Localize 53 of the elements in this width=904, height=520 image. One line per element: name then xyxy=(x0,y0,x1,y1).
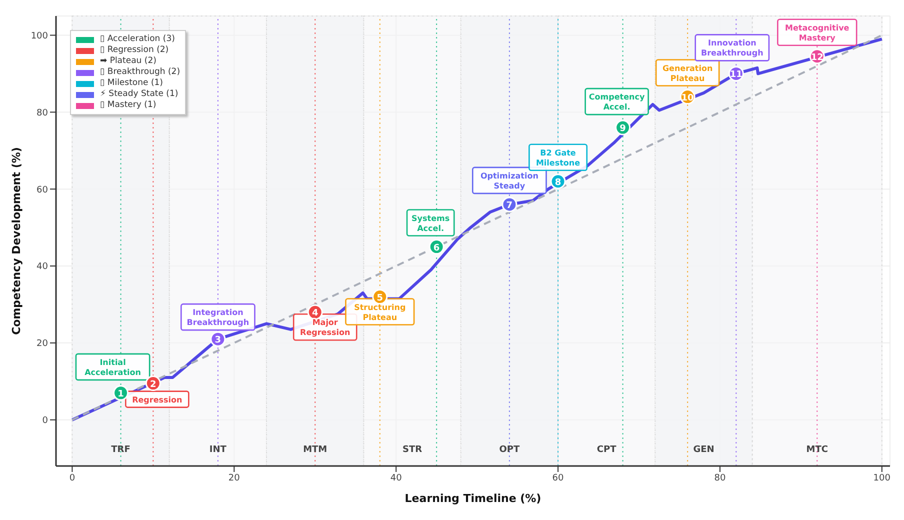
annotation: 1 xyxy=(118,389,124,400)
annotation: 9 xyxy=(620,124,626,134)
x-axis-title: Learning Timeline (%) xyxy=(404,492,542,505)
annotation: 3 xyxy=(214,336,222,346)
x-tick-label: 100 xyxy=(873,473,891,484)
y-tick-label: 60 xyxy=(36,185,48,196)
annotation: 8 xyxy=(554,178,562,188)
legend-label: ⚡ Steady State (1) xyxy=(100,89,178,100)
band-label: MTC xyxy=(806,445,828,455)
band-label: INT xyxy=(209,445,228,455)
band-label: CPT xyxy=(596,445,618,455)
y-tick-label: 40 xyxy=(36,262,48,272)
annotation: Innovation Breakthrough xyxy=(701,38,764,58)
y-tick-label: 100 xyxy=(30,31,48,42)
legend-label: ▯ Mastery (1) xyxy=(100,100,156,111)
annotation: 2 xyxy=(150,380,156,390)
x-tick-label: 20 xyxy=(228,473,240,484)
annotation: 4 xyxy=(312,308,318,319)
annotation: Integration Breakthrough xyxy=(186,308,250,328)
annotation: 5 xyxy=(376,293,384,304)
legend-label: ▯ Acceleration (3) xyxy=(100,34,175,45)
y-tick-label: 80 xyxy=(36,108,48,118)
legend-label: ▯ Breakthrough (2) xyxy=(100,67,180,78)
band-label: GEN xyxy=(693,445,714,455)
annotation: 10 xyxy=(681,93,694,104)
annotation: 6 xyxy=(433,243,440,254)
legend-label: ▯ Regression (2) xyxy=(100,45,169,56)
x-tick-label: 60 xyxy=(552,473,564,484)
band-label: MTM xyxy=(303,445,328,455)
band-label: STR xyxy=(402,445,422,455)
annotation: Major Regression xyxy=(300,318,350,338)
annotation: Regression xyxy=(132,395,183,404)
legend-label: ▯ Milestone (1) xyxy=(100,78,163,89)
annotation: Optimization Steady xyxy=(480,171,539,190)
band-label: TRF xyxy=(111,445,130,455)
annotation: Competency Accel. xyxy=(588,92,646,112)
annotation: Structuring Plateau xyxy=(354,302,406,322)
annotation: 12 xyxy=(810,52,824,63)
annotation: B2 Gate Milestone xyxy=(536,148,581,168)
x-tick-label: 80 xyxy=(714,473,726,484)
y-tick-label: 20 xyxy=(36,339,48,350)
annotation: Generation Plateau xyxy=(662,64,713,83)
annotation: 11 xyxy=(730,70,742,80)
annotation: 7 xyxy=(506,200,513,211)
x-tick-label: 40 xyxy=(390,473,402,484)
y-tick-label: 0 xyxy=(42,416,48,426)
y-axis-title: Competency Development (%) xyxy=(10,147,23,335)
x-tick-label: 0 xyxy=(69,473,76,484)
annotation: Systems Accel. xyxy=(412,214,450,233)
annotation: Metacognitive Mastery xyxy=(785,23,850,42)
annotation: Initial Acceleration xyxy=(84,358,142,377)
legend-label: ➡ Plateau (2) xyxy=(100,56,156,67)
band-label: OPT xyxy=(499,445,520,455)
